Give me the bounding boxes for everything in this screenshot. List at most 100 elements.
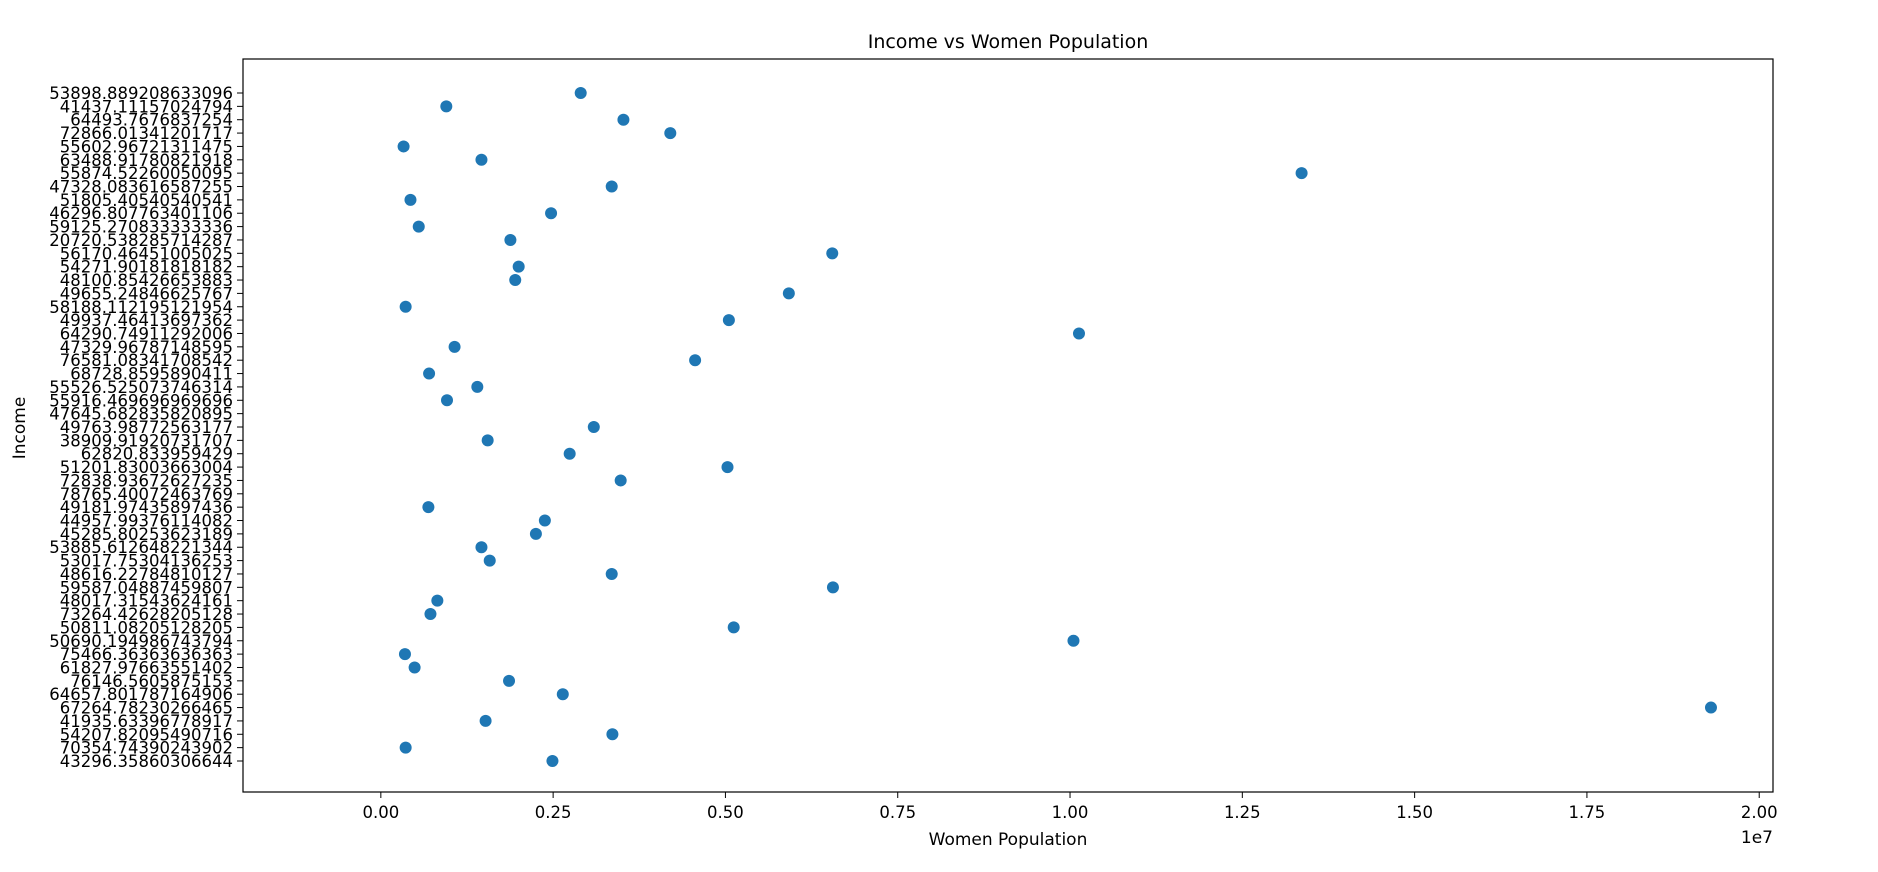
y-tick-label: 76581.08341708542 [60, 351, 233, 370]
x-tick-label: 1.25 [1224, 803, 1261, 822]
x-tick-label: 1.00 [1052, 803, 1089, 822]
data-point [538, 514, 551, 527]
y-tick-label: 62820.833959429 [81, 445, 233, 464]
y-tick-label: 53885.612648221344 [49, 538, 233, 557]
data-point [440, 100, 453, 113]
y-tick-label: 72838.93672627235 [60, 471, 233, 490]
data-point [422, 501, 435, 514]
data-point [481, 434, 494, 447]
data-point [605, 567, 618, 580]
data-point [503, 674, 516, 687]
data-point [563, 447, 576, 460]
data-point [404, 193, 417, 206]
y-tick-label: 59125.270833333336 [49, 218, 233, 237]
x-axis-offset-label: 1e7 [1741, 828, 1773, 848]
y-tick-label: 64657.801787164906 [49, 685, 233, 704]
data-point [1067, 634, 1080, 647]
y-tick-label: 73264.42628205128 [60, 605, 233, 624]
data-point [529, 527, 542, 540]
y-tick-label: 55602.96721311475 [60, 137, 233, 156]
y-tick-label: 70354.74390243902 [60, 739, 233, 758]
data-point [512, 260, 525, 273]
y-tick-label: 58188.11219512195​4 [49, 298, 233, 317]
x-tick-label: 0.25 [535, 803, 572, 822]
data-point [826, 247, 839, 260]
data-point [1072, 327, 1085, 340]
y-tick-label: 47645.682835820895 [49, 405, 233, 424]
y-tick-label: 48616.22784810127 [60, 565, 233, 584]
x-axis-ticks: 0.00 0.25 0.50 0.75 1.00 1.25 1.50 1.75 2.00 [362, 792, 1778, 822]
data-point [1295, 167, 1308, 180]
y-tick-label: 51805.40540540541 [60, 191, 233, 210]
data-point [617, 113, 630, 126]
x-tick-label: 0.75 [879, 803, 916, 822]
y-tick-label: 64290.74911292006 [60, 324, 233, 343]
data-point [504, 233, 517, 246]
data-point [475, 153, 488, 166]
x-tick-label: 1.75 [1569, 803, 1606, 822]
y-tick-label: 59587.04887459807 [60, 578, 233, 597]
data-point [689, 354, 702, 367]
y-tick-label: 68728.8595890411 [70, 365, 233, 384]
y-tick-label: 78765.40072463769 [60, 485, 233, 504]
y-tick-label: 54207.82095490716 [60, 725, 233, 744]
y-axis-ticks: 53898.88920863309641437.1115702479464493… [49, 84, 243, 771]
y-tick-label: 47328.083616587255 [49, 178, 233, 197]
y-tick-label: 38909.91920731707 [60, 431, 233, 450]
data-point [399, 741, 412, 754]
data-point [614, 474, 627, 487]
y-tick-label: 61827.97663551402 [60, 658, 233, 677]
y-tick-label: 48017.31543624161 [60, 592, 233, 611]
data-point [399, 300, 412, 313]
data-point [475, 541, 488, 554]
y-tick-label: 51201.83003663004 [60, 458, 233, 477]
data-point [509, 274, 522, 287]
data-point [479, 714, 492, 727]
data-point [398, 648, 411, 661]
data-point [727, 621, 740, 634]
y-tick-label: 49181.97435897436 [60, 498, 233, 517]
data-point [448, 340, 461, 353]
data-point [412, 220, 425, 233]
data-point [587, 421, 600, 433]
y-tick-label: 20720.538285714287 [49, 231, 233, 250]
data-point [424, 608, 437, 621]
data-point [483, 554, 496, 567]
y-tick-label: 50811.08205128205 [60, 618, 233, 637]
data-point [397, 140, 410, 153]
y-tick-label: 44957.99376114082 [60, 512, 233, 531]
y-tick-label: 49937.46413697362 [60, 311, 233, 330]
data-point [574, 87, 587, 99]
data-point [722, 314, 735, 327]
data-point [471, 380, 484, 393]
y-tick-label: 48100.85426653883 [60, 271, 233, 290]
data-point [605, 180, 618, 193]
data-point [431, 594, 444, 607]
x-tick-label: 0.50 [707, 803, 744, 822]
y-tick-label: 49763.98772563177 [60, 418, 233, 437]
data-point [441, 394, 453, 407]
y-tick-label: 49655.24846625767 [60, 284, 233, 303]
y-tick-label: 50690.194986743794 [49, 632, 233, 651]
plot-area-frame [242, 58, 1774, 793]
data-point [423, 367, 436, 380]
y-tick-label: 72866.01341201717 [60, 124, 233, 143]
y-tick-label: 55526.525073746314 [49, 378, 233, 397]
y-tick-label: 54271.90181818182 [60, 258, 233, 277]
data-point [782, 287, 795, 300]
x-tick-label: 0.00 [362, 803, 399, 822]
data-point [664, 127, 677, 140]
y-tick-label: 46296.807763401106 [49, 204, 233, 223]
data-point [545, 207, 558, 220]
data-points [397, 87, 1717, 767]
y-tick-label: 64493.7676837254 [70, 111, 233, 130]
chart-title: Income vs Women Population [868, 31, 1149, 53]
y-tick-label: 43296.35860306644 [60, 752, 233, 771]
y-tick-label: 55916.469696969696 [49, 391, 233, 410]
y-tick-label: 75466.36363636363 [60, 645, 233, 664]
data-point [721, 461, 734, 474]
data-point [606, 728, 619, 741]
y-axis-label: Income [10, 397, 30, 460]
y-tick-label: 55874.52260050095 [60, 164, 233, 183]
